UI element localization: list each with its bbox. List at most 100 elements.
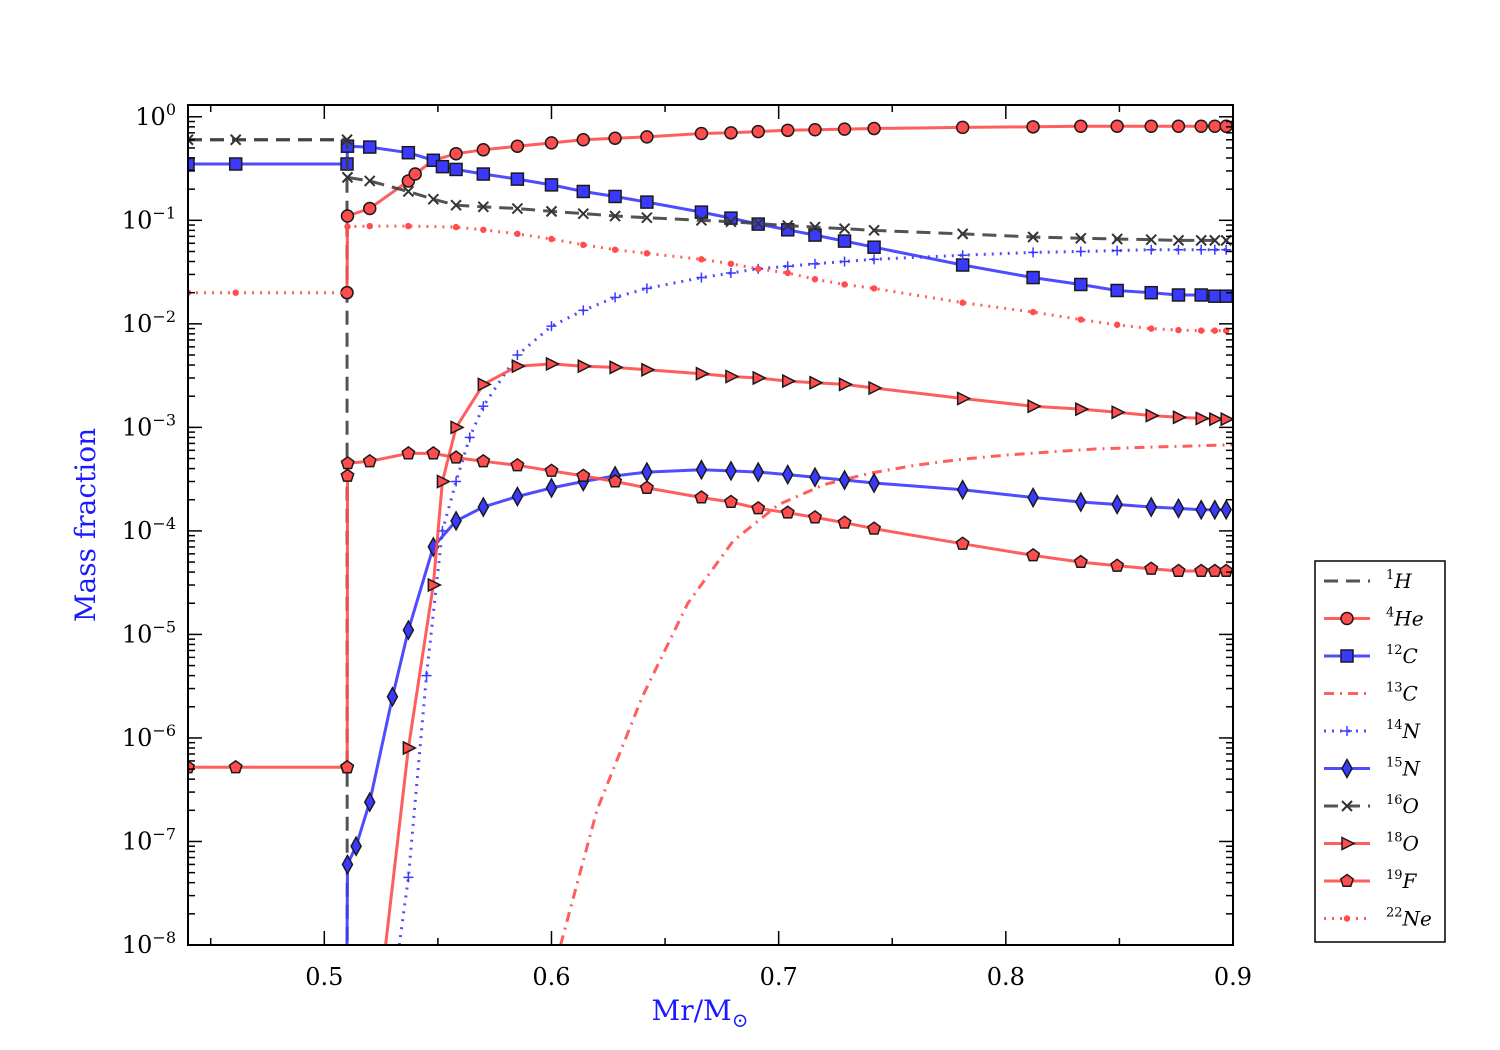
data-point — [476, 453, 491, 468]
data-point — [510, 172, 525, 186]
data-point — [426, 445, 441, 460]
data-point — [480, 226, 487, 233]
data-point — [544, 463, 559, 477]
data-point — [1110, 119, 1124, 134]
data-point — [837, 122, 852, 136]
series-line — [188, 138, 349, 945]
data-point — [402, 619, 415, 641]
series-o18 — [384, 356, 1233, 945]
data-point — [421, 670, 432, 681]
x-tick-label: 0.5 — [305, 963, 343, 991]
series-he4 — [340, 119, 1233, 300]
data-point — [545, 477, 558, 499]
data-point — [1219, 563, 1233, 577]
data-point — [640, 195, 654, 209]
data-point — [427, 577, 443, 593]
data-point — [1074, 277, 1088, 292]
legend-marker — [1341, 836, 1356, 851]
data-point — [782, 219, 794, 232]
series-o16 — [188, 134, 1232, 247]
data-point — [955, 120, 970, 135]
data-point — [837, 515, 852, 529]
data-point — [436, 474, 452, 489]
data-point — [1144, 119, 1158, 134]
data-point — [1028, 247, 1039, 258]
data-point — [838, 222, 851, 235]
data-point — [1208, 499, 1221, 521]
data-point — [727, 260, 735, 268]
legend-entry: 13C — [1324, 681, 1418, 706]
legend-marker — [1340, 649, 1354, 663]
legend-label: 12C — [1386, 643, 1418, 668]
y-tick-label: 10−2 — [122, 307, 176, 338]
legend-entry: 1H — [1324, 568, 1412, 593]
data-point — [427, 193, 440, 205]
data-point — [1208, 119, 1222, 134]
data-point — [548, 235, 555, 243]
x-tick-label: 0.6 — [532, 963, 570, 991]
data-point — [956, 228, 969, 240]
data-point — [576, 184, 591, 199]
legend-marker — [1343, 915, 1351, 922]
data-point — [1145, 496, 1158, 518]
data-point — [511, 202, 524, 215]
legend-entry: 22Ne — [1324, 906, 1432, 931]
data-point — [695, 366, 711, 381]
series-layer — [188, 119, 1233, 945]
data-point — [808, 122, 822, 137]
legend-label: 18O — [1386, 831, 1419, 856]
data-point — [1144, 561, 1159, 575]
data-point — [751, 500, 766, 515]
data-point — [694, 126, 709, 141]
plot-frame — [187, 104, 1234, 946]
data-point — [1171, 119, 1186, 134]
data-point — [641, 211, 653, 224]
y-tick-label: 10−6 — [122, 721, 176, 752]
data-point — [1110, 283, 1124, 298]
data-point — [476, 167, 491, 181]
data-point — [725, 267, 736, 278]
data-point — [611, 246, 619, 253]
data-point — [578, 305, 589, 316]
legend-entry: 19F — [1324, 868, 1418, 893]
data-point — [1027, 399, 1042, 414]
data-point — [401, 145, 416, 160]
x-axis-title: Mr/M⊙ — [652, 994, 749, 1032]
data-point — [1026, 120, 1040, 134]
data-point — [362, 453, 377, 468]
series-line — [384, 362, 1227, 945]
data-point — [451, 476, 462, 487]
data-point — [867, 240, 881, 254]
data-point — [546, 321, 557, 332]
data-point — [782, 261, 793, 272]
data-point — [452, 223, 460, 231]
legend: 1H 4He 12C 13C 14N 15N 16O 18O 19F 22Ne — [1314, 560, 1446, 943]
data-point — [868, 380, 883, 396]
ticks-layer — [188, 105, 1234, 946]
data-point — [956, 479, 969, 501]
x-tick-label: 0.8 — [987, 963, 1025, 991]
data-point — [576, 468, 591, 482]
data-point — [341, 171, 354, 184]
data-point — [781, 373, 797, 389]
legend-marker — [1341, 800, 1353, 812]
data-point — [1073, 554, 1088, 569]
data-point — [1148, 325, 1155, 332]
data-point — [232, 289, 239, 296]
data-point — [807, 509, 823, 524]
data-point — [229, 134, 242, 146]
data-point — [510, 139, 525, 153]
data-point — [1172, 497, 1185, 519]
legend-box — [1314, 560, 1446, 943]
data-point — [1197, 327, 1205, 334]
legend-marker — [1339, 873, 1355, 888]
data-point — [752, 217, 764, 230]
data-point — [362, 201, 377, 216]
data-point — [609, 360, 624, 375]
data-point — [1111, 233, 1123, 245]
data-point — [723, 494, 738, 509]
data-point — [580, 241, 587, 249]
data-point — [449, 162, 463, 177]
data-point — [752, 461, 765, 483]
legend-label: 14N — [1386, 718, 1422, 743]
